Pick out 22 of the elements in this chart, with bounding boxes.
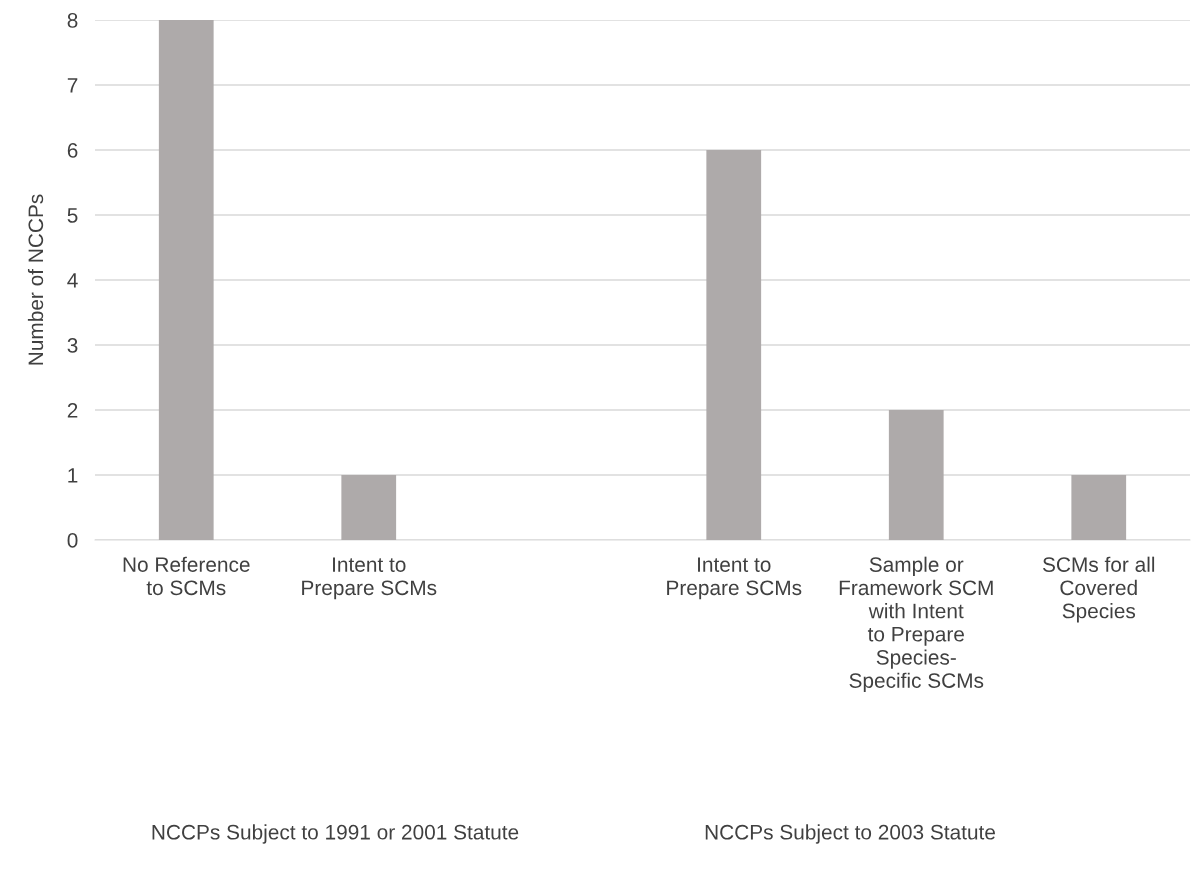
y-tick-label: 4 xyxy=(67,273,78,288)
bar xyxy=(706,150,762,540)
text: NCCPs Subject to 2003 Statute xyxy=(705,824,995,844)
y-tick-label: 6 xyxy=(67,143,78,158)
y-tick-label: 1 xyxy=(68,468,78,483)
y-axis-title: Number of NCCPs xyxy=(27,194,44,365)
bar xyxy=(341,475,397,540)
y-tick-label: 5 xyxy=(67,208,78,223)
y-tick-label: 3 xyxy=(67,338,78,353)
x-tick-label: No Reference to SCMs xyxy=(123,556,250,596)
x-tick-label: SCMs for all Covered Species xyxy=(1042,556,1155,623)
bar xyxy=(1071,475,1127,540)
bar xyxy=(888,410,944,540)
y-tick-label: 0 xyxy=(67,533,78,548)
x-tick-label: Intent to Prepare SCMs xyxy=(302,557,437,600)
text: NCCPs Subject to 1991 or 2001 Statute xyxy=(152,824,519,844)
y-tick-label: 7 xyxy=(67,78,78,93)
bar xyxy=(158,20,214,540)
x-tick-label: Sample or Framework SCM with Intent to Prepare Species-Specific SCMs xyxy=(839,556,993,693)
y-tick-label: 8 xyxy=(67,13,78,28)
y-tick-label: 2 xyxy=(67,403,78,418)
x-tick-label: Intent to Prepare SCMs xyxy=(667,557,802,600)
